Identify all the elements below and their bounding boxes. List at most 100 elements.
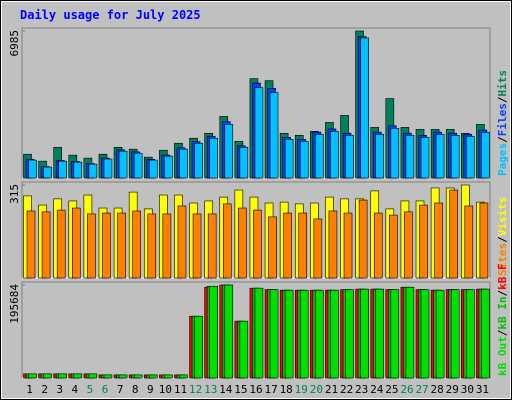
bar xyxy=(179,148,188,179)
x-tick-label: 5 xyxy=(87,383,94,396)
legend-entry: kB Out xyxy=(496,336,509,376)
x-tick-label: 18 xyxy=(280,383,293,396)
bar xyxy=(26,210,36,279)
bar xyxy=(269,92,279,179)
x-tick-label: 28 xyxy=(431,383,444,396)
x-tick-label: 14 xyxy=(219,383,233,396)
bar xyxy=(164,374,173,379)
bar xyxy=(88,163,98,179)
legend-separator: / xyxy=(496,136,509,143)
bar xyxy=(238,207,247,279)
x-tick-label: 1 xyxy=(26,383,33,396)
bar xyxy=(43,373,52,379)
bar xyxy=(177,205,187,279)
bar xyxy=(239,320,249,379)
bar xyxy=(41,211,51,279)
legend-entry: kB In xyxy=(496,297,509,330)
bar xyxy=(420,289,430,379)
x-tick-label: 31 xyxy=(476,383,489,396)
bar xyxy=(466,289,475,379)
x-tick-label: 20 xyxy=(310,383,323,396)
x-tick-label: 17 xyxy=(264,383,277,396)
bar xyxy=(360,288,369,379)
bar xyxy=(299,289,309,379)
x-tick-label: 24 xyxy=(370,383,384,396)
legend-entry: Files xyxy=(496,103,509,136)
bar xyxy=(224,284,234,379)
bar xyxy=(164,155,173,179)
bar xyxy=(345,289,354,379)
bar xyxy=(330,289,339,379)
x-tick-label: 29 xyxy=(446,383,459,396)
bar xyxy=(315,289,324,379)
bar xyxy=(390,289,400,379)
legend-separator: / xyxy=(496,236,509,243)
legend-entry: Hits xyxy=(496,70,509,97)
bar xyxy=(162,213,172,279)
x-tick-label: 16 xyxy=(249,383,262,396)
bar xyxy=(269,289,279,379)
bar xyxy=(56,209,66,279)
bar xyxy=(224,124,234,179)
x-tick-label: 15 xyxy=(234,383,247,396)
legend-entry: Visits xyxy=(496,197,509,237)
bar xyxy=(466,136,475,179)
bar xyxy=(450,289,460,379)
bar xyxy=(58,160,67,179)
chart-title: Daily usage for July 2025 xyxy=(20,8,201,22)
bar xyxy=(450,134,460,179)
bar xyxy=(389,214,398,279)
x-tick-label: 22 xyxy=(340,383,353,396)
bar xyxy=(254,287,264,379)
bar xyxy=(434,202,443,279)
bar xyxy=(43,166,52,179)
x-tick-label: 23 xyxy=(355,383,368,396)
bar xyxy=(373,212,383,279)
x-tick-label: 6 xyxy=(102,383,109,396)
bar xyxy=(343,212,353,279)
bar xyxy=(268,216,277,279)
x-tick-label: 30 xyxy=(461,383,474,396)
bar xyxy=(375,288,385,379)
bar xyxy=(88,373,98,379)
x-tick-label: 21 xyxy=(325,383,338,396)
x-tick-label: 25 xyxy=(385,383,398,396)
bar xyxy=(194,315,203,379)
bar xyxy=(28,373,37,379)
legend-separator: / xyxy=(496,96,509,103)
bar xyxy=(118,374,128,379)
x-tick-label: 7 xyxy=(117,383,124,396)
bar xyxy=(194,142,203,179)
legend-separator: / xyxy=(496,290,509,297)
x-tick-label: 26 xyxy=(400,383,413,396)
bar xyxy=(481,288,490,379)
x-tick-label: 8 xyxy=(132,383,139,396)
bar xyxy=(360,37,369,179)
bar xyxy=(87,213,96,279)
bar xyxy=(117,212,126,279)
bar xyxy=(419,204,428,279)
bar xyxy=(209,285,218,379)
bar xyxy=(103,374,113,379)
bar xyxy=(449,189,459,279)
bar xyxy=(284,289,294,379)
bar xyxy=(345,134,354,179)
bar xyxy=(283,212,292,279)
legend-entry: kB F xyxy=(496,263,509,290)
bar xyxy=(73,161,83,179)
bar xyxy=(209,137,218,179)
bar xyxy=(133,374,143,379)
bar xyxy=(148,159,158,179)
x-tick-label: 19 xyxy=(295,383,308,396)
x-tick-label: 9 xyxy=(147,383,154,396)
bar xyxy=(103,158,113,179)
bar xyxy=(358,199,368,279)
bar xyxy=(435,134,445,179)
bar xyxy=(58,373,67,379)
bar xyxy=(239,146,249,179)
y-tick-label: 6985 xyxy=(8,30,21,57)
legend: kB Out/kB In/kB F xyxy=(496,263,509,376)
bar xyxy=(118,150,128,179)
